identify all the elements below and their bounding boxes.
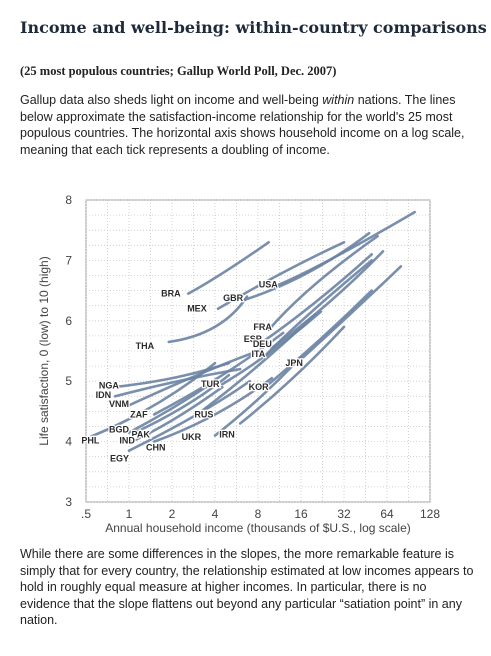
country-line-ukr bbox=[213, 355, 303, 437]
y-tick-label: 8 bbox=[65, 193, 72, 207]
country-label-fra: FRA bbox=[253, 322, 272, 332]
country-line-jpn bbox=[295, 265, 403, 365]
country-label-idn: IDN bbox=[96, 390, 112, 400]
x-tick-label: 8 bbox=[255, 507, 262, 521]
country-label-tha: THA bbox=[136, 341, 155, 351]
country-line-pak bbox=[133, 373, 231, 434]
country-label-tur: TUR bbox=[201, 379, 220, 389]
intro-text: Gallup data also sheds light on income a… bbox=[20, 93, 323, 107]
country-label-nga: NGA bbox=[99, 380, 120, 390]
country-lines bbox=[84, 210, 416, 452]
y-axis-ticks: 3 4 5 6 7 8 bbox=[65, 193, 72, 509]
country-line-fra bbox=[267, 234, 379, 332]
country-label-phl: PHL bbox=[81, 435, 100, 445]
country-line-ind bbox=[127, 385, 224, 445]
outro-paragraph: While there are some differences in the … bbox=[20, 547, 474, 627]
country-line-zaf bbox=[152, 331, 285, 416]
country-label-bra: BRA bbox=[161, 289, 181, 299]
country-label-mex: MEX bbox=[187, 304, 207, 314]
x-tick-label: 64 bbox=[380, 507, 394, 521]
intro-paragraph: Gallup data also sheds light on income a… bbox=[20, 92, 475, 158]
x-axis-ticks: .5 1 2 4 8 16 32 64 128 bbox=[81, 507, 440, 521]
x-tick-label: 32 bbox=[337, 507, 351, 521]
country-label-ukr: UKR bbox=[182, 432, 202, 442]
country-line-phl bbox=[84, 361, 217, 440]
country-label-pak: PAK bbox=[132, 429, 151, 439]
country-line-deu bbox=[270, 250, 385, 350]
country-label-esp: ESP bbox=[244, 334, 262, 344]
y-tick-label: 3 bbox=[65, 495, 72, 509]
country-label-gbr: GBR bbox=[223, 293, 244, 303]
country-label-bgd: BGD bbox=[109, 425, 130, 435]
y-axis-label: Life satisfaction, 0 (low) to 10 (high) bbox=[37, 256, 51, 445]
country-line-kor bbox=[267, 289, 373, 386]
country-line-mex bbox=[216, 240, 346, 311]
country-line-egy bbox=[127, 379, 252, 452]
country-line-esp bbox=[261, 253, 373, 344]
x-tick-label: .5 bbox=[81, 507, 91, 521]
country-line-irn bbox=[238, 325, 346, 425]
y-tick-label: 4 bbox=[65, 435, 72, 449]
country-label-ind: IND bbox=[119, 435, 135, 445]
country-line-tha bbox=[167, 295, 249, 344]
page-subtitle: (25 most populous countries; Gallup Worl… bbox=[20, 64, 337, 78]
intro-text-rest: nations. The lines below approximate the… bbox=[20, 93, 465, 157]
country-label-deu: DEU bbox=[253, 339, 272, 349]
country-label-rus: RUS bbox=[194, 409, 213, 419]
intro-emphasis: within bbox=[322, 93, 355, 107]
country-label-egy: EGY bbox=[110, 454, 129, 464]
country-line-vnm bbox=[127, 349, 260, 407]
y-tick-label: 5 bbox=[65, 374, 72, 388]
country-label-vnm: VNM bbox=[109, 399, 129, 409]
x-tick-label: 1 bbox=[126, 507, 133, 521]
y-tick-label: 7 bbox=[65, 253, 72, 267]
page-title: Income and well-being: within-country co… bbox=[20, 18, 487, 37]
country-line-rus bbox=[195, 313, 317, 416]
x-tick-label: 4 bbox=[212, 507, 219, 521]
x-tick-label: 16 bbox=[294, 507, 308, 521]
country-label-ita: ITA bbox=[251, 349, 265, 359]
country-line-bra bbox=[186, 240, 270, 295]
country-label-usa: USA bbox=[259, 280, 279, 290]
country-line-gbr bbox=[243, 231, 371, 301]
country-line-chn bbox=[152, 376, 274, 443]
country-label-irn: IRN bbox=[219, 429, 235, 439]
x-tick-label: 2 bbox=[169, 507, 176, 521]
country-label-zaf: ZAF bbox=[130, 409, 148, 419]
country-label-jpn: JPN bbox=[285, 358, 303, 368]
country-label-kor: KOR bbox=[249, 382, 270, 392]
country-line-bgd bbox=[127, 379, 217, 434]
country-line-ita bbox=[262, 259, 373, 359]
country-label-chn: CHN bbox=[146, 443, 166, 453]
x-tick-label: 128 bbox=[420, 507, 440, 521]
x-axis-label: Annual household income (thousands of $U… bbox=[105, 521, 411, 535]
y-tick-label: 6 bbox=[65, 314, 72, 328]
